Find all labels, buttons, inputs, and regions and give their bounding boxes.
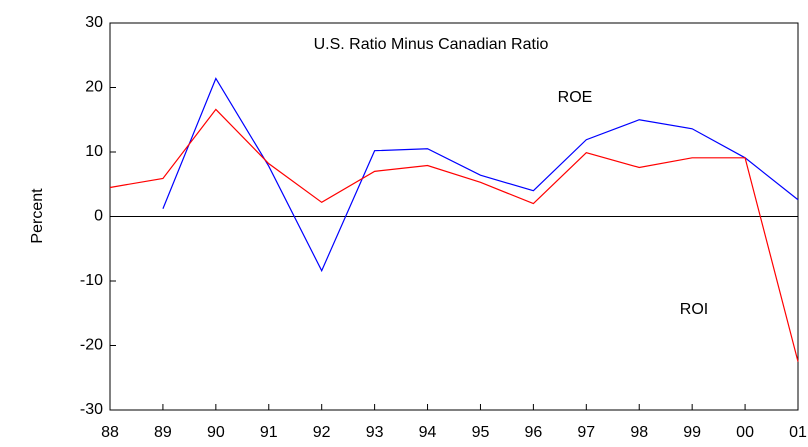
y-tick-label: -10 xyxy=(80,272,103,289)
series-label: ROE xyxy=(558,89,593,106)
y-tick-label: 10 xyxy=(85,143,103,160)
y-tick-label: 0 xyxy=(94,208,103,225)
x-tick-label: 91 xyxy=(260,424,278,441)
x-tick-label: 99 xyxy=(683,424,701,441)
y-tick-label: -30 xyxy=(80,401,103,418)
chart-title: U.S. Ratio Minus Canadian Ratio xyxy=(314,36,549,53)
x-tick-label: 93 xyxy=(366,424,384,441)
x-tick-label: 96 xyxy=(524,424,542,441)
series-line xyxy=(109,108,799,362)
x-tick-label: 88 xyxy=(101,424,119,441)
y-tick-label: 30 xyxy=(85,14,103,31)
series-line xyxy=(162,77,799,273)
x-tick-label: 94 xyxy=(419,424,437,441)
y-tick-label: 20 xyxy=(85,79,103,96)
x-tick-label: 92 xyxy=(313,424,331,441)
y-axis-label: Percent xyxy=(29,188,46,244)
x-tick-label: 90 xyxy=(207,424,225,441)
x-tick-label: 00 xyxy=(736,424,754,441)
x-tick-label: 89 xyxy=(154,424,172,441)
x-tick-label: 01 xyxy=(789,424,807,441)
x-tick-label: 97 xyxy=(577,424,595,441)
y-tick-label: -20 xyxy=(80,337,103,354)
x-tick-label: 95 xyxy=(472,424,490,441)
series-label: ROI xyxy=(680,301,708,318)
x-tick-label: 98 xyxy=(630,424,648,441)
